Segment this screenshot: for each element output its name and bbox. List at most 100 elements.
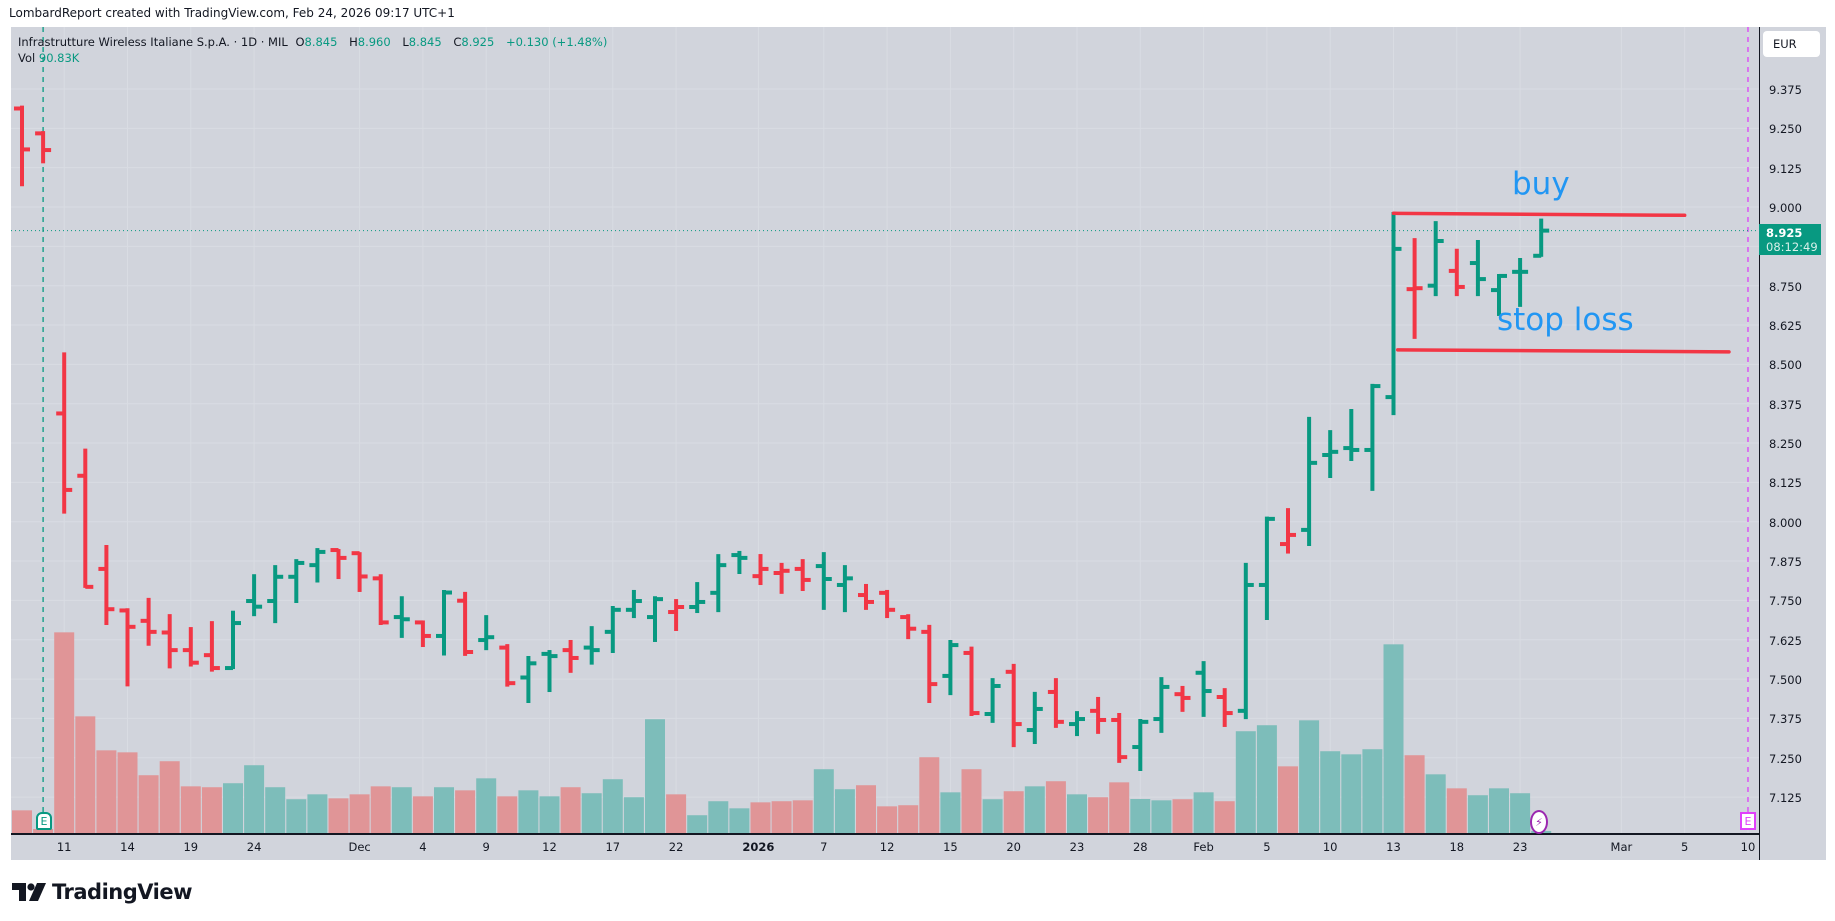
volume-bar xyxy=(412,796,433,833)
volume-bar xyxy=(771,801,792,833)
volume-bar xyxy=(455,790,476,833)
time-tick-label: 13 xyxy=(1386,840,1401,854)
symbol-legend: Infrastrutture Wireless Italiane S.p.A. … xyxy=(18,35,611,49)
time-tick-label: 9 xyxy=(482,840,490,854)
ohlc-bar xyxy=(225,610,241,671)
tradingview-logo-icon xyxy=(12,883,46,901)
ohlc-bar xyxy=(414,620,431,648)
ohlc-bar xyxy=(1322,430,1339,479)
price-tick-label: 7.750 xyxy=(1769,594,1802,609)
ohlc-bar xyxy=(625,589,642,619)
time-tick-label: 12 xyxy=(879,840,895,854)
volume-bar xyxy=(813,769,834,833)
tradingview-logo[interactable]: TradingView xyxy=(12,880,192,904)
last-price-value: 8.925 xyxy=(1766,226,1803,240)
volume-bar xyxy=(265,787,286,833)
time-tick-label: 7 xyxy=(820,840,828,854)
volume-bar xyxy=(834,789,855,833)
volume-bar xyxy=(286,799,307,833)
price-tick-label: 9.375 xyxy=(1769,83,1802,97)
ohlc-bar xyxy=(98,544,115,625)
ohlc-bar xyxy=(330,548,347,580)
price-tick-label: 7.375 xyxy=(1769,712,1802,727)
open-label: O xyxy=(295,35,305,49)
high-value: 8.960 xyxy=(357,35,391,49)
price-tick-label: 8.500 xyxy=(1769,358,1802,373)
price-tick-label: 7.875 xyxy=(1769,555,1802,570)
volume-bar xyxy=(1151,800,1172,833)
price-tick-label: 7.500 xyxy=(1769,673,1802,688)
volume-bar xyxy=(370,786,391,833)
volume-label[interactable]: Vol xyxy=(18,51,36,65)
chart-credit: LombardReport created with TradingView.c… xyxy=(9,6,455,20)
ohlc-bar xyxy=(963,646,980,716)
currency-button[interactable]: EUR xyxy=(1763,31,1820,57)
ohlc-bar xyxy=(1364,383,1381,491)
ohlc-bar xyxy=(562,639,579,673)
volume-bar xyxy=(729,808,750,833)
ohlc-bar xyxy=(1026,691,1043,744)
buy-annotation[interactable]: buy xyxy=(1512,166,1570,202)
ohlc-bar xyxy=(879,589,896,619)
ohlc-bar xyxy=(1132,718,1149,772)
ohlc-bar xyxy=(731,550,748,575)
ohlc-bar xyxy=(1427,221,1444,297)
time-tick-label: 14 xyxy=(120,840,135,854)
symbol-title[interactable]: Infrastrutture Wireless Italiane S.p.A. … xyxy=(18,35,288,49)
volume-bar xyxy=(1193,792,1214,833)
volume-bar xyxy=(33,829,54,833)
tradingview-brand: TradingView xyxy=(52,880,192,904)
chart-pane[interactable] xyxy=(11,27,1759,833)
ohlc-bar xyxy=(1111,712,1128,763)
volume-bar xyxy=(75,716,96,833)
volume-bar xyxy=(581,793,602,833)
volume-bar xyxy=(138,775,159,833)
volume-bar xyxy=(1320,751,1341,833)
price-axis[interactable] xyxy=(1759,27,1826,860)
ohlc-bar xyxy=(457,591,474,656)
time-tick-label: 10 xyxy=(1740,840,1756,854)
ohlc-bar xyxy=(182,627,199,667)
ohlc-bar xyxy=(815,552,832,610)
ohlc-bar xyxy=(689,582,706,614)
ohlc-bar xyxy=(246,574,263,617)
volume-bar xyxy=(223,783,243,833)
ohlc-bar xyxy=(942,639,959,696)
ohlc-bar xyxy=(1406,238,1423,339)
volume-bar xyxy=(12,810,32,833)
price-tick-label: 9.125 xyxy=(1769,161,1802,176)
ohlc-bar xyxy=(267,565,284,624)
ohlc-bar xyxy=(14,105,30,187)
stop-loss-annotation[interactable]: stop loss xyxy=(1497,302,1634,338)
ohlc-bar xyxy=(900,614,917,640)
volume-bar xyxy=(1172,799,1193,833)
ohlc-bar xyxy=(77,448,94,589)
ohlc-bar xyxy=(1237,562,1254,720)
ohlc-bar xyxy=(647,596,663,642)
ohlc-bar xyxy=(836,565,853,613)
volume-legend: Vol 90.83K xyxy=(18,51,79,65)
volume-bar xyxy=(687,815,708,833)
volume-bar xyxy=(307,794,328,833)
low-label: L xyxy=(402,35,409,49)
volume-bar xyxy=(1446,788,1467,833)
time-tick-label: 20 xyxy=(1006,840,1022,854)
upcoming-earnings-icon[interactable]: E xyxy=(1740,812,1756,830)
volume-bar xyxy=(623,797,644,833)
dividend-lightning-icon[interactable]: ⚡ xyxy=(1530,810,1548,834)
ohlc-bar xyxy=(56,352,73,514)
volume-bar xyxy=(328,798,349,833)
ohlc-bar xyxy=(309,548,326,583)
volume-bar xyxy=(391,787,412,833)
last-price-label: 8.925 08:12:49 xyxy=(1759,224,1821,255)
time-axis[interactable] xyxy=(11,833,1759,860)
ohlc-bar xyxy=(1280,508,1296,554)
ohlc-bar xyxy=(161,614,178,669)
ohlc-bar xyxy=(203,621,220,672)
time-tick-label: 24 xyxy=(246,840,262,854)
volume-bar xyxy=(919,757,940,833)
volume-bar xyxy=(96,750,117,833)
earnings-icon[interactable]: E xyxy=(36,812,52,830)
volume-bar xyxy=(54,632,75,833)
ohlc-bar xyxy=(1469,240,1486,297)
